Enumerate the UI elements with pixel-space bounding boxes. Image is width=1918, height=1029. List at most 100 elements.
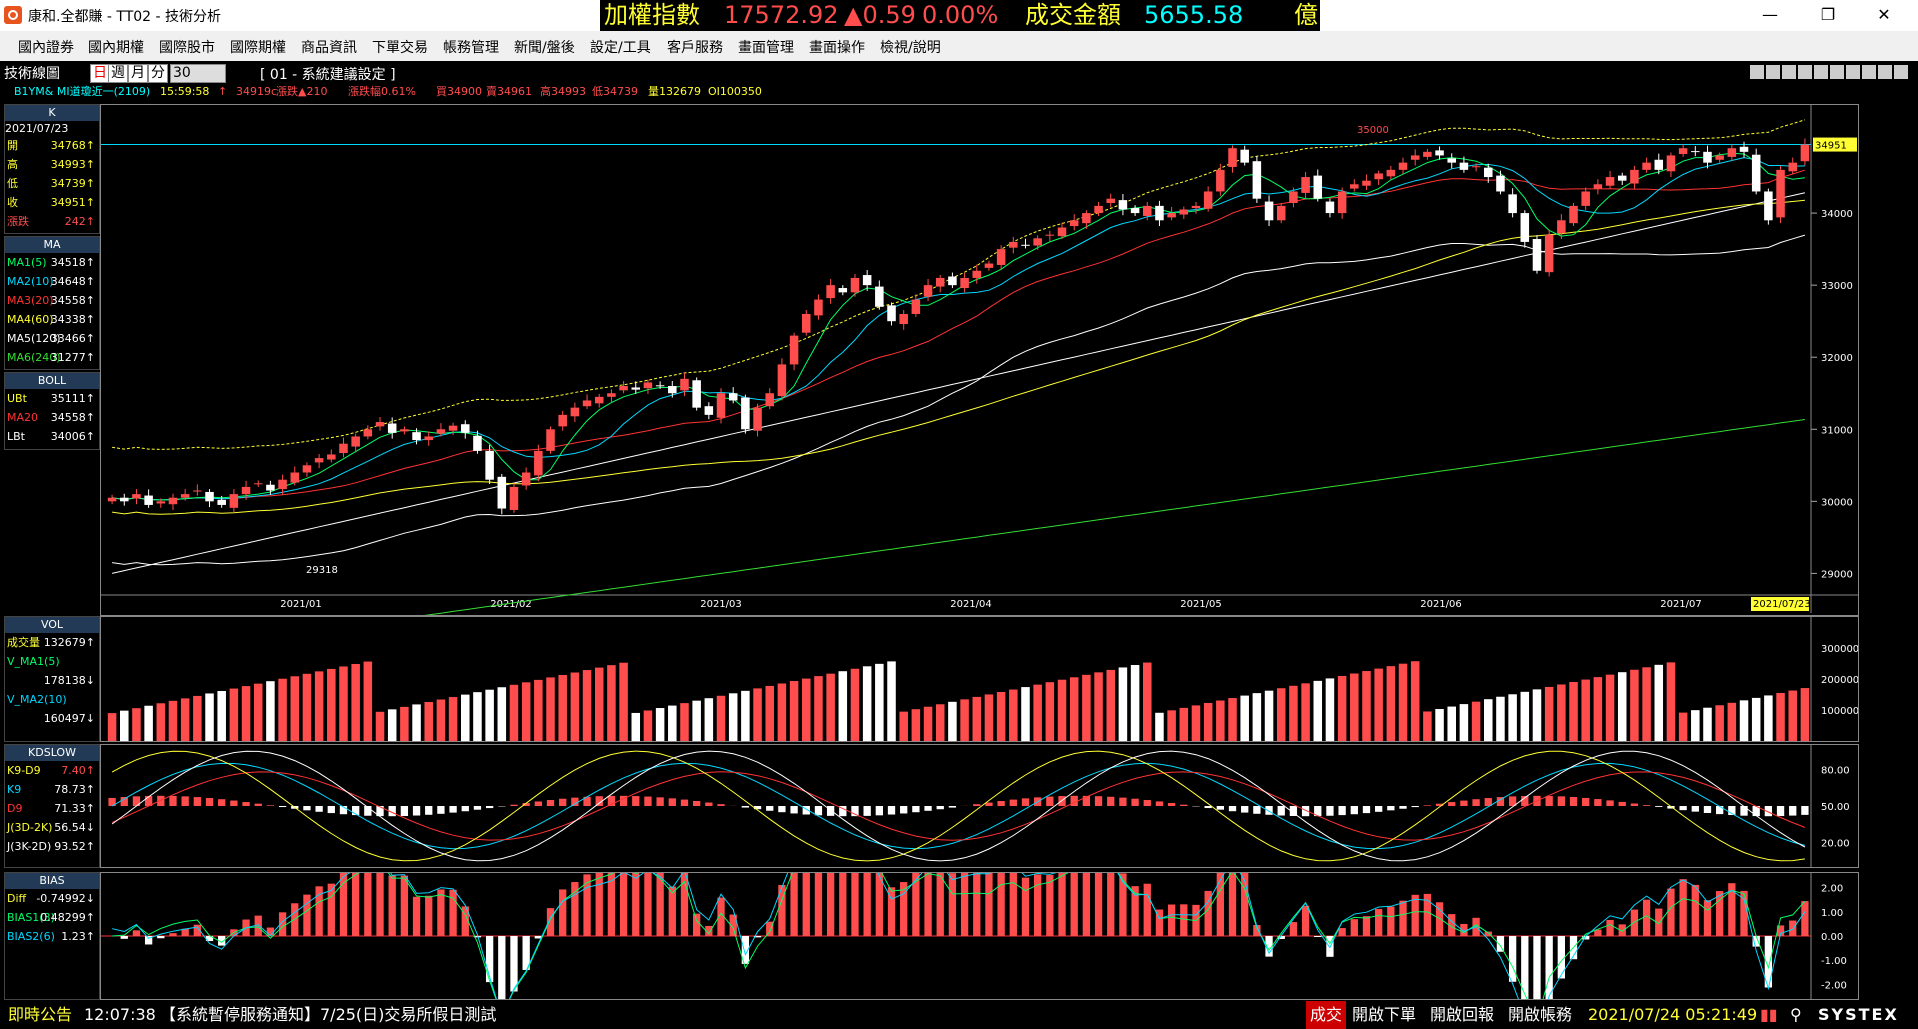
kd-diff-bar (1228, 806, 1237, 812)
menu-item[interactable]: 客戶服務 (667, 40, 723, 56)
kd-diff-bar (242, 802, 250, 806)
save-icon[interactable] (1862, 65, 1876, 79)
search-minus-icon[interactable] (1830, 65, 1844, 79)
volume-bar (875, 663, 884, 741)
kd-tick-label: 50.00 (1821, 802, 1850, 813)
print-icon[interactable] (1878, 65, 1892, 79)
candle-body (1496, 175, 1505, 192)
kd-diff-bar (193, 797, 201, 806)
zoom-in-icon[interactable] (1782, 65, 1796, 79)
kd-diff-bar (1703, 806, 1712, 813)
candle-body (217, 499, 226, 505)
candle-body (911, 299, 921, 314)
preset-label[interactable]: [ 01 - 系統建議設定 ] (260, 67, 396, 83)
menu-item[interactable]: 新聞/盤後 (514, 40, 575, 56)
move-icon[interactable] (1798, 65, 1812, 79)
bias-bar (705, 925, 713, 936)
open-account-button[interactable]: 開啟帳務 (1508, 1005, 1573, 1024)
kd-diff-bar (1326, 806, 1334, 816)
bias-bar (802, 824, 810, 936)
menu-item[interactable]: 國際股市 (159, 40, 215, 56)
menu-item[interactable]: 畫面管理 (738, 40, 794, 56)
volume-bar (144, 705, 153, 741)
tool-icon[interactable] (1750, 65, 1764, 79)
minute-select[interactable]: 30 (170, 64, 226, 83)
volume-bar (1167, 710, 1176, 741)
maximize-button[interactable]: ❐ (1820, 5, 1836, 24)
zoom-out-icon[interactable] (1766, 65, 1780, 79)
candle-body (1325, 201, 1335, 214)
candle-body (668, 386, 677, 394)
menu-item[interactable]: 畫面操作 (809, 40, 865, 56)
bias-bar (741, 936, 750, 964)
period-minute-button[interactable]: 分 (148, 64, 168, 83)
period-day-button[interactable]: 日 (90, 64, 110, 83)
volume-bar (1033, 684, 1042, 741)
kd-chart[interactable]: 80.00 50.00 20.00 (101, 745, 1858, 867)
volume-chart-panel[interactable]: 300000 200000 100000 (100, 616, 1859, 742)
period-month-button[interactable]: 月 (128, 64, 148, 83)
kd-value: 71.33↑ (54, 802, 95, 815)
price-chart-panel[interactable]: 34000 33000 32000 31000 30000 29000 2021/01 202… (100, 104, 1859, 661)
menu-item[interactable]: 商品資訊 (301, 40, 357, 56)
menu-item[interactable]: 帳務管理 (443, 40, 499, 56)
x-tick-label: 2021/07 (1660, 599, 1702, 610)
candle-body (972, 270, 982, 278)
trade-badge[interactable]: 成交 (1306, 1001, 1347, 1029)
search-icon[interactable] (1814, 65, 1828, 79)
price-chart[interactable]: 34000 33000 32000 31000 30000 29000 2021/01 202… (101, 105, 1858, 661)
bias-bar (936, 853, 944, 936)
close-button[interactable]: ✕ (1877, 5, 1891, 24)
y-tick-label: 29000 (1821, 569, 1853, 580)
bias-bar (887, 887, 896, 936)
bias-bar (839, 817, 847, 936)
kd-diff-bar (1289, 806, 1298, 816)
candle-body (1471, 166, 1481, 168)
kd-diff-bar (1180, 804, 1188, 806)
period-week-button[interactable]: 週 (108, 64, 128, 83)
menu-item[interactable]: 國內證券 (18, 40, 74, 56)
open-report-button[interactable]: 開啟回報 (1430, 1005, 1495, 1024)
volume-bar (448, 697, 458, 741)
bias-bar (461, 906, 469, 936)
kd-diff-bar (887, 806, 896, 815)
bias-bar (814, 811, 823, 936)
kd-diff-bar (948, 806, 957, 808)
announcement-label[interactable]: 即時公告 (8, 1005, 73, 1024)
announcement-text[interactable]: 【系統暫停服務通知】7/25(日)交易所假日測試 (160, 1005, 497, 1024)
kd-diff-bar (1801, 806, 1809, 815)
menu-item[interactable]: 國際期權 (230, 40, 286, 56)
candle-body (655, 385, 665, 387)
volume-bar (984, 694, 994, 741)
chart-icon[interactable] (1846, 65, 1860, 79)
menu-item[interactable]: 設定/工具 (590, 40, 651, 56)
bias-bar (632, 869, 640, 936)
low-label: 低 (7, 177, 18, 190)
volume-chart[interactable]: 300000 200000 100000 (101, 617, 1859, 741)
menu-item[interactable]: 國內期權 (88, 40, 144, 56)
settings-icon[interactable] (1894, 65, 1908, 79)
k9-line (111, 762, 1806, 850)
x-tick-label: 2021/05 (1180, 599, 1222, 610)
kd-diff-bar (1411, 806, 1419, 808)
menu-item[interactable]: 檢視/說明 (880, 40, 941, 56)
bias-bar (388, 875, 396, 936)
menu-item[interactable]: 下單交易 (372, 40, 428, 56)
kd-diff-bar (1387, 806, 1395, 811)
candle-body (1423, 151, 1432, 157)
open-order-button[interactable]: 開啟下單 (1352, 1005, 1417, 1024)
bias-chart-panel[interactable]: 2.00 1.00 0.00 -1.00 -2.00 (100, 798, 1859, 1029)
kd-label: J(3D-2K) (7, 821, 53, 834)
app-logo-icon (4, 6, 22, 24)
bias-bar (729, 914, 737, 936)
candle-body (1228, 148, 1237, 167)
volume-bar (1581, 679, 1590, 741)
bias-chart[interactable]: 2.00 1.00 0.00 -1.00 -2.00 (101, 798, 1858, 1029)
bias-tick-label: -2.00 (1821, 980, 1847, 991)
minimize-button[interactable]: — (1762, 5, 1778, 24)
volume-bar (1374, 668, 1383, 741)
volume-bar (814, 676, 823, 741)
kd-chart-panel[interactable]: 80.00 50.00 20.00 (100, 744, 1859, 868)
bias-bar (169, 933, 177, 936)
candle-body (120, 497, 129, 502)
